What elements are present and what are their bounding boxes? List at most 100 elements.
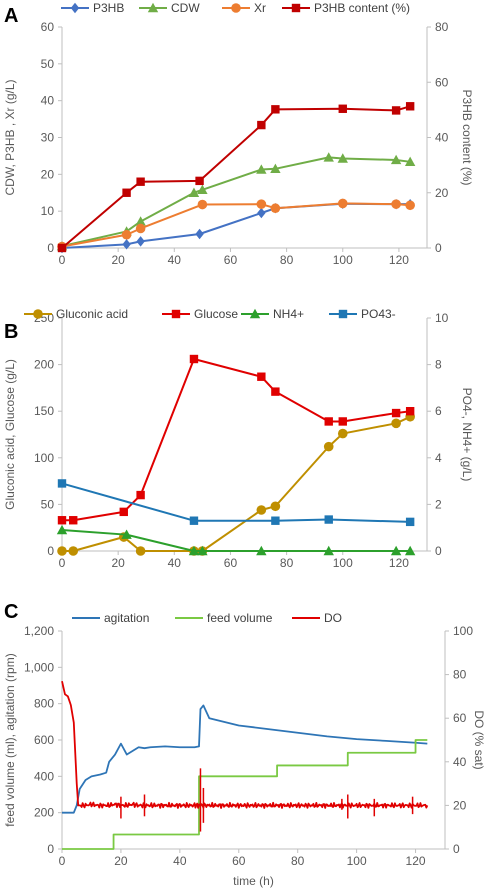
data-point <box>405 517 415 527</box>
x-tick-label: 0 <box>59 253 66 267</box>
data-point <box>270 163 281 174</box>
data-point <box>68 546 79 556</box>
y2-axis-title: P3HB content (%) <box>460 89 474 185</box>
legend-swatch-marker <box>147 2 159 13</box>
legend-item: Glucose <box>162 307 238 321</box>
data-point <box>404 545 416 556</box>
x-tick-label: 100 <box>347 854 367 868</box>
data-point <box>135 223 146 234</box>
series-line <box>62 358 411 522</box>
x-tick-label: 0 <box>59 854 66 868</box>
y2-tick-label: 10 <box>435 311 449 325</box>
panel-a: A 0 20 40 60 80 100 120 0 10 20 30 40 50 60 0 20 40 60 80 CD… <box>3 1 474 267</box>
data-point <box>257 372 266 381</box>
series-cdw <box>56 152 416 251</box>
legend-swatch-marker <box>33 309 43 319</box>
data-point <box>391 106 401 115</box>
x-tick-label: 120 <box>406 854 426 868</box>
y2-tick-label: 0 <box>435 241 442 255</box>
data-point <box>391 408 401 418</box>
data-point <box>405 102 415 111</box>
data-point <box>135 216 146 226</box>
y2-tick-label: 40 <box>435 131 449 145</box>
y-tick-label: 100 <box>34 451 54 465</box>
series-line <box>61 202 411 249</box>
legend-item: feed volume <box>175 611 273 625</box>
data-point <box>337 198 348 209</box>
x-tick-label: 60 <box>232 854 246 868</box>
y-tick-label: 20 <box>41 167 55 181</box>
data-point <box>121 229 132 240</box>
legend-item: DO <box>292 611 342 625</box>
y-tick-label: 150 <box>34 404 54 418</box>
x-tick-label: 60 <box>224 253 238 267</box>
data-point <box>337 428 348 439</box>
x-tick-label: 40 <box>168 253 182 267</box>
y-tick-label: 60 <box>41 20 55 34</box>
series-agitation <box>62 704 428 814</box>
x-tick-label: 120 <box>389 253 409 267</box>
data-point <box>390 545 402 556</box>
y-tick-label: 200 <box>34 358 54 372</box>
y2-tick-label: 0 <box>435 544 442 558</box>
legend-label: Gluconic acid <box>56 307 128 321</box>
data-point <box>324 515 333 524</box>
legend-swatch-marker <box>171 309 181 319</box>
y2-tick-label: 20 <box>435 186 449 200</box>
data-point <box>56 524 68 535</box>
data-point <box>391 418 401 429</box>
data-point <box>189 354 199 364</box>
x-tick-label: 0 <box>59 556 66 570</box>
data-point <box>69 516 78 525</box>
x-axis-title: time (h) <box>233 874 274 888</box>
data-point <box>405 200 415 211</box>
data-point <box>271 516 280 525</box>
y2-tick-label: 100 <box>453 624 473 638</box>
legend-label: PO43- <box>361 307 396 321</box>
y-tick-label: 30 <box>41 131 55 145</box>
y-tick-label: 1,000 <box>24 660 54 674</box>
y-tick-label: 0 <box>47 544 54 558</box>
data-point <box>136 177 145 186</box>
y2-tick-label: 2 <box>435 497 442 511</box>
y2-tick-label: 60 <box>435 75 449 89</box>
y-axis-title: CDW, P3HB , Xr (g/L) <box>3 79 17 195</box>
data-point <box>136 236 145 247</box>
y2-axis-title: PO4-, NH4+ (g/L) <box>460 388 474 482</box>
y-tick-label: 0 <box>47 241 54 255</box>
data-point <box>256 505 267 515</box>
series-feed-volume <box>62 739 428 850</box>
legend-swatch-marker <box>291 3 301 13</box>
series-p3hb-content <box>57 102 415 253</box>
y-tick-label: 200 <box>34 806 54 820</box>
data-point <box>122 188 131 197</box>
legend-label: NH4+ <box>273 307 304 321</box>
series-line <box>61 482 411 523</box>
x-tick-label: 20 <box>114 854 128 868</box>
y2-tick-label: 20 <box>453 798 467 812</box>
y2-tick-label: 0 <box>453 842 460 856</box>
series-line <box>61 680 429 809</box>
legend-label: P3HB content (%) <box>314 1 410 15</box>
series-line <box>62 704 428 814</box>
series-line <box>62 739 428 850</box>
y-tick-label: 800 <box>34 697 54 711</box>
data-point <box>57 516 67 525</box>
data-point <box>323 441 334 452</box>
data-point <box>256 545 267 556</box>
legend-item: P3HB content (%) <box>282 1 410 15</box>
data-point <box>122 239 131 250</box>
data-point <box>195 228 204 240</box>
legend-label: DO <box>324 611 342 625</box>
panel-b: B0 20 40 60 80 100 1200501001502002500246810Gl… <box>3 307 474 570</box>
data-point <box>323 152 334 162</box>
legend-label: agitation <box>104 611 149 625</box>
legend-swatch-marker <box>249 308 261 319</box>
data-point <box>188 187 200 197</box>
panel-letter: C <box>4 601 18 623</box>
y2-axis-title: DO (% sat) <box>472 710 486 769</box>
data-point <box>257 120 266 130</box>
panel-letter: A <box>4 5 18 27</box>
legend-label: P3HB <box>93 1 124 15</box>
